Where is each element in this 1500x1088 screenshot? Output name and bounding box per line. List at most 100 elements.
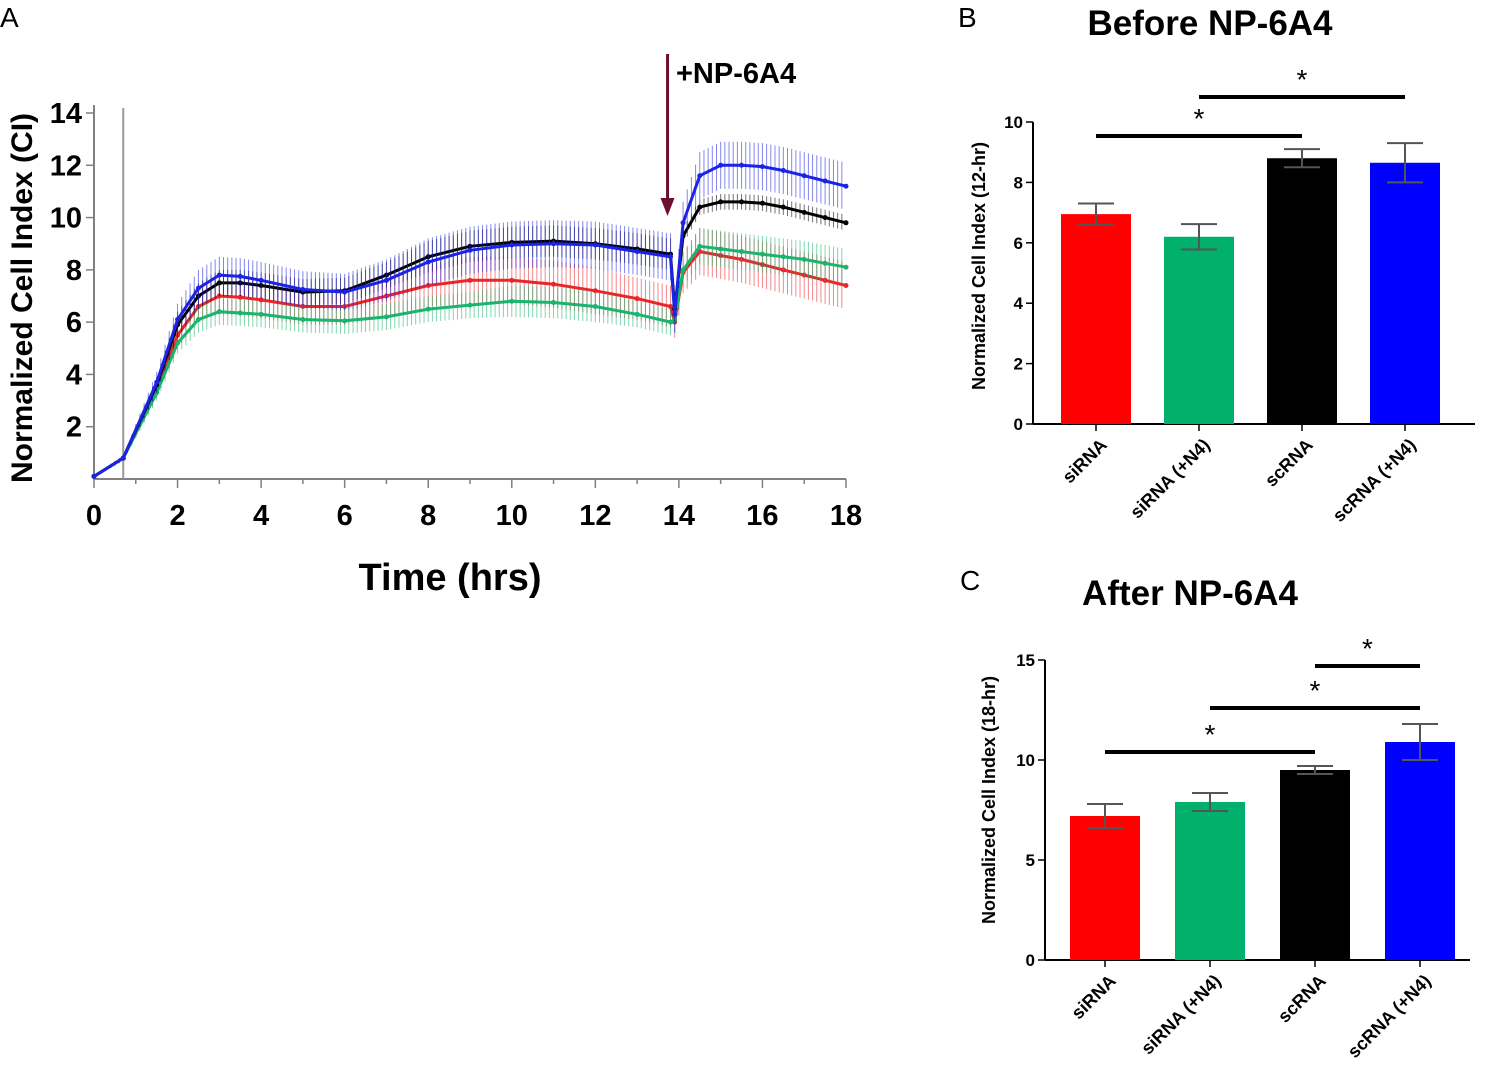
panel-b-y-tick-label: 6 xyxy=(1014,234,1023,253)
panel-label-a: A xyxy=(0,2,19,33)
panel-a-y-tick-label: 14 xyxy=(50,98,82,130)
panel-label-c: C xyxy=(960,565,980,596)
panel-c-category-label: scRNA (+N4) xyxy=(1344,971,1435,1062)
panel-a-x-tick-label: 4 xyxy=(253,500,269,532)
panel-a-data-point xyxy=(801,209,807,215)
panel-a-line-chart: A Normalized Cell Index (CI) Time (hrs) … xyxy=(0,2,862,599)
panel-a-data-point xyxy=(801,256,807,262)
panel-c-content: 0 5 10 15 siRNA siRNA (+N4) scRNA scRNA (+N4) * *… xyxy=(1016,633,1470,1062)
panel-a-axes: 0 2 4 6 8 10 12 14 16 18 2 4 6 8 10 12 14 xyxy=(50,98,862,532)
panel-a-data-point xyxy=(697,173,703,179)
panel-a-y-tick-label: 2 xyxy=(66,412,82,444)
panel-a-series-scrna-n4 xyxy=(91,141,849,479)
panel-a-data-point xyxy=(509,242,515,248)
panel-a-x-tick-label: 8 xyxy=(420,500,436,532)
panel-a-arrow-head xyxy=(660,198,675,216)
panel-a-data-point xyxy=(509,298,515,304)
panel-c-category-label: siRNA xyxy=(1067,971,1119,1023)
panel-a-data-point xyxy=(120,455,126,461)
panel-a-data-point xyxy=(668,303,674,309)
panel-a-treatment-arrow xyxy=(660,54,675,216)
panel-b-y-tick-label: 0 xyxy=(1014,415,1023,434)
panel-a-x-tick-label: 18 xyxy=(830,500,862,532)
panel-a-x-tick-label: 0 xyxy=(86,500,102,532)
panel-a-data-point xyxy=(342,289,348,295)
panel-a-y-tick-label: 10 xyxy=(50,203,82,235)
panel-a-data-point xyxy=(467,247,473,253)
panel-a-data-point xyxy=(195,317,201,323)
panel-a-data-point xyxy=(258,277,264,283)
panel-a-y-axis-label: Normalized Cell Index (CI) xyxy=(6,113,39,483)
panel-a-data-point xyxy=(843,283,849,289)
panel-a-data-point xyxy=(843,220,849,226)
panel-a-data-point xyxy=(195,285,201,291)
panel-a-y-tick-label: 4 xyxy=(66,359,82,391)
panel-a-x-tick-label: 16 xyxy=(746,500,778,532)
panel-a-data-point xyxy=(759,200,765,206)
panel-a-data-point xyxy=(91,473,97,479)
panel-a-x-tick-label: 12 xyxy=(579,500,611,532)
panel-a-data-point xyxy=(680,220,686,226)
panel-c-y-tick-label: 5 xyxy=(1026,851,1035,870)
panel-c-bar xyxy=(1070,816,1140,960)
panel-c-y-tick-label: 10 xyxy=(1016,751,1035,770)
panel-a-data-point xyxy=(425,306,431,312)
panel-a-data-point xyxy=(258,297,264,303)
panel-b-bar xyxy=(1164,236,1234,424)
panel-c-significance-label: * xyxy=(1205,719,1216,750)
panel-b-bar xyxy=(1370,162,1440,424)
panel-a-data-point xyxy=(154,379,160,385)
panel-c-y-tick-label: 15 xyxy=(1016,651,1035,670)
panel-b-category-label: siRNA xyxy=(1058,435,1110,487)
panel-a-data-point xyxy=(697,204,703,210)
panel-a-data-point xyxy=(383,277,389,283)
panel-a-data-point xyxy=(237,310,243,316)
panel-a-data-point xyxy=(551,281,557,287)
panel-a-x-tick-label: 14 xyxy=(663,500,695,532)
panel-b-category-label: scRNA (+N4) xyxy=(1329,435,1420,526)
panel-a-data-point xyxy=(592,303,598,309)
panel-b-bar xyxy=(1267,158,1337,425)
panel-a-data-point xyxy=(822,178,828,184)
panel-c-category-label: scRNA xyxy=(1274,971,1330,1027)
panel-a-data-point xyxy=(822,260,828,266)
panel-a-data-point xyxy=(680,267,686,273)
panel-a-data-point xyxy=(739,199,745,205)
panel-a-series-group xyxy=(91,141,849,479)
panel-a-data-point xyxy=(718,162,724,168)
panel-c-title: After NP-6A4 xyxy=(1082,574,1298,613)
panel-b-y-tick-label: 4 xyxy=(1014,294,1024,313)
panel-a-series-line xyxy=(93,244,847,478)
panel-a-data-point xyxy=(258,311,264,317)
panel-a-data-point xyxy=(300,286,306,292)
panel-a-data-point xyxy=(467,277,473,283)
panel-a-data-point xyxy=(739,249,745,255)
panel-a-y-tick-label: 12 xyxy=(50,150,82,182)
panel-a-data-point xyxy=(467,302,473,308)
panel-b-y-tick-label: 2 xyxy=(1014,355,1023,374)
panel-b-bar-chart: B Before NP-6A4 Normalized Cell Index (1… xyxy=(958,2,1475,526)
panel-b-category-label: siRNA (+N4) xyxy=(1126,435,1214,523)
panel-a-x-tick-label: 2 xyxy=(169,500,185,532)
panel-a-data-point xyxy=(551,300,557,306)
panel-b-y-tick-label: 10 xyxy=(1004,113,1023,132)
panel-a-data-point xyxy=(759,164,765,170)
panel-a-data-point xyxy=(383,314,389,320)
panel-c-y-tick-label: 0 xyxy=(1026,951,1035,970)
panel-a-data-point xyxy=(697,243,703,249)
panel-a-data-point xyxy=(634,311,640,317)
panel-a-data-point xyxy=(759,251,765,257)
panel-a-data-point xyxy=(216,309,222,315)
panel-b-y-tick-label: 8 xyxy=(1014,173,1023,192)
panel-b-content: 0 2 4 6 8 10 siRNA siRNA (+N4) scRNA scRNA (+N4) *… xyxy=(1004,64,1475,526)
panel-a-data-point xyxy=(668,254,674,260)
panel-a-data-point xyxy=(237,273,243,279)
panel-a-data-point xyxy=(780,254,786,260)
panel-c-category-label: siRNA (+N4) xyxy=(1137,971,1225,1059)
panel-b-title: Before NP-6A4 xyxy=(1087,4,1333,43)
panel-c-bar xyxy=(1175,802,1245,960)
panel-c-bar xyxy=(1385,742,1455,960)
panel-c-bar xyxy=(1280,770,1350,960)
panel-label-b: B xyxy=(958,2,977,33)
